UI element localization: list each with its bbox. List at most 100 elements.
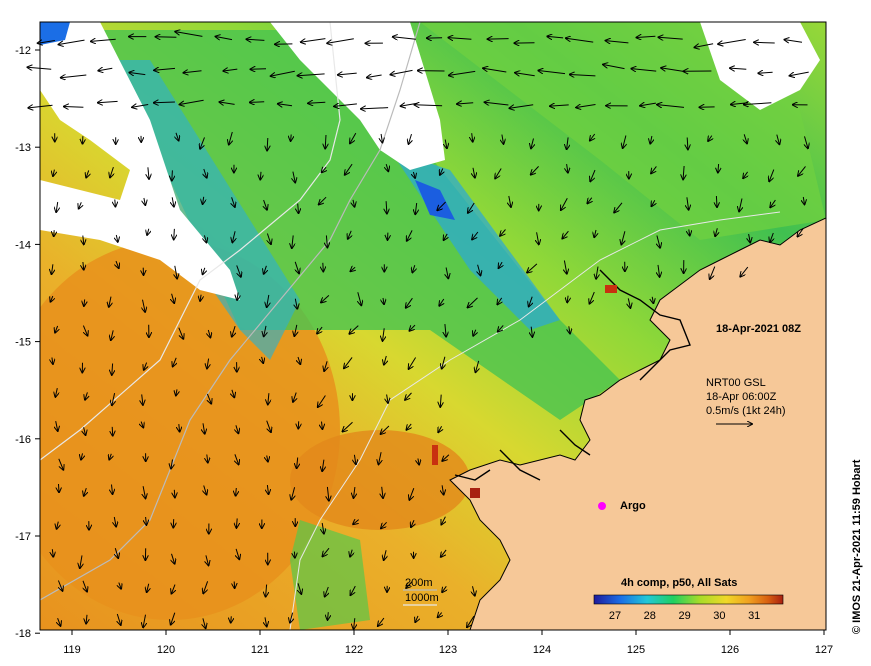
current-arrow	[351, 267, 356, 271]
current-arrow	[111, 330, 113, 340]
current-arrow	[266, 584, 267, 597]
current-arrow	[343, 421, 353, 431]
current-arrow	[237, 292, 238, 299]
current-time-label: 18-Apr 06:00Z	[706, 391, 777, 403]
current-arrow	[596, 266, 598, 279]
current-arrow	[84, 487, 87, 496]
current-arrow	[468, 297, 478, 308]
current-arrow	[231, 616, 232, 622]
colorbar	[593, 594, 784, 605]
current-arrow	[442, 586, 446, 592]
current-arrow	[440, 168, 443, 175]
current-arrow	[321, 295, 330, 302]
current-arrow	[770, 232, 773, 242]
current-arrow	[301, 38, 326, 43]
current-arrow	[415, 615, 418, 622]
current-arrow	[83, 235, 84, 245]
current-arrow	[515, 73, 535, 76]
current-arrow	[631, 69, 657, 72]
current-arrow	[412, 265, 414, 272]
current-arrow	[116, 234, 118, 242]
current-arrow	[267, 137, 268, 150]
current-arrow	[561, 197, 568, 210]
current-arrow	[418, 458, 419, 465]
colorbar-ticks: 27 28 29 30 31	[609, 610, 760, 622]
current-arrow	[409, 357, 417, 369]
current-arrow	[207, 454, 208, 463]
current-arrow	[350, 549, 352, 557]
x-tick-label: 121	[251, 644, 269, 656]
current-arrow	[345, 163, 353, 175]
cold-water-spot	[415, 180, 455, 220]
current-arrow	[468, 202, 475, 213]
current-arrow	[769, 169, 775, 182]
current-vectors	[28, 32, 809, 629]
current-arrow	[86, 170, 89, 177]
current-arrow	[777, 134, 780, 145]
current-arrow	[266, 420, 271, 432]
current-arrow	[119, 582, 121, 589]
current-arrow	[550, 105, 569, 106]
current-arrow	[203, 196, 204, 204]
current-arrow	[640, 103, 656, 106]
current-arrow	[52, 264, 53, 274]
current-arrow	[83, 580, 87, 592]
current-arrow	[391, 69, 413, 74]
current-arrow	[267, 455, 268, 462]
current-arrow	[754, 42, 775, 43]
current-arrow	[204, 485, 207, 495]
current-arrow	[590, 169, 596, 181]
current-arrow	[361, 108, 389, 109]
y-tick-label: -14	[15, 239, 31, 251]
current-arrow	[174, 228, 175, 240]
current-arrow	[488, 39, 509, 40]
current-arrow	[278, 104, 293, 106]
current-arrow	[442, 454, 450, 461]
current-arrow	[650, 135, 652, 144]
current-arrow	[203, 618, 206, 628]
current-arrow	[142, 394, 143, 404]
current-arrow	[449, 70, 476, 75]
current-arrow	[55, 387, 57, 397]
cloud-mask	[270, 22, 445, 170]
current-arrow	[358, 292, 362, 305]
current-arrow	[445, 139, 447, 149]
current-arrow	[203, 581, 209, 593]
current-arrow	[444, 233, 448, 240]
plot-frame	[39, 21, 827, 631]
current-arrow	[143, 614, 145, 628]
credit-label: © IMOS 21-Apr-2021 11:59 Hobart	[851, 459, 863, 634]
current-arrow	[250, 102, 265, 103]
colorbar-tick-label: 29	[678, 610, 690, 622]
current-arrow	[659, 37, 683, 39]
current-arrow	[322, 167, 326, 172]
current-arrow	[54, 230, 55, 236]
current-arrow	[264, 265, 267, 274]
current-arrow	[262, 356, 264, 363]
current-arrow	[56, 201, 58, 212]
isobath-200m	[40, 22, 421, 601]
current-arrow	[84, 427, 86, 435]
current-arrow	[441, 516, 445, 525]
current-arrow	[393, 37, 416, 39]
current-arrow	[264, 325, 266, 336]
current-arrow	[384, 550, 386, 560]
current-arrow	[203, 423, 205, 433]
current-arrow	[689, 229, 690, 235]
current-arrow	[415, 202, 416, 214]
argo-label: Argo	[620, 500, 646, 512]
current-arrow	[115, 199, 116, 207]
current-arrow	[353, 520, 360, 525]
current-arrow	[621, 231, 625, 244]
current-arrow	[749, 233, 751, 242]
current-arrow	[84, 299, 85, 306]
current-arrow	[207, 393, 211, 404]
current-arrow	[247, 39, 265, 40]
current-arrow	[38, 41, 55, 44]
x-tick-label: 127	[815, 644, 833, 656]
current-arrow	[438, 613, 442, 618]
current-arrow	[144, 362, 147, 370]
current-scale-label: 0.5m/s (1kt 24h)	[706, 405, 785, 417]
current-arrow	[478, 264, 481, 276]
current-arrow	[354, 454, 356, 464]
